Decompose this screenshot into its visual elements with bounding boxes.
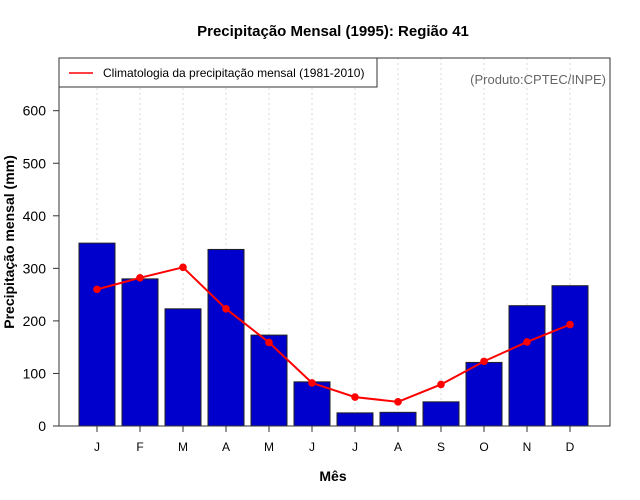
climatology-point — [351, 393, 359, 401]
bars — [78, 242, 589, 427]
y-tick-label: 300 — [23, 260, 47, 276]
y-tick-label: 600 — [23, 103, 47, 119]
bar — [250, 334, 288, 427]
climatology-point — [93, 285, 101, 294]
x-tick-label: M — [264, 440, 274, 454]
climatology-point — [394, 398, 402, 406]
y-tick-label: 400 — [23, 208, 47, 224]
climatology-polyline — [96, 266, 571, 403]
bar — [78, 242, 116, 427]
y-tick-label: 0 — [38, 418, 46, 434]
y-tick-label: 200 — [23, 313, 47, 329]
x-tick-label: A — [222, 440, 230, 454]
x-tick-label: F — [136, 440, 143, 454]
bar — [207, 248, 245, 427]
climatology-line — [93, 263, 574, 406]
x-tick-label: A — [394, 440, 402, 454]
climatology-point — [136, 274, 144, 282]
y-axis: 0 100 200 300 400 500 600 — [23, 103, 59, 434]
y-axis-label: Precipitação mensal (mm) — [1, 155, 17, 329]
bar — [121, 278, 159, 427]
y-tick-label: 100 — [23, 365, 47, 381]
x-tick-label: D — [566, 440, 575, 454]
x-axis-label: Mês — [319, 468, 346, 484]
bar — [422, 401, 460, 427]
x-tick-label: J — [352, 440, 358, 454]
x-tick-label: J — [94, 440, 100, 454]
bar — [293, 381, 331, 427]
climatology-point — [222, 305, 230, 313]
y-tick-label: 500 — [23, 155, 47, 171]
x-tick-label: M — [178, 440, 188, 454]
bar — [336, 412, 374, 427]
x-tick-label: J — [309, 440, 315, 454]
climatology-point — [179, 263, 187, 272]
bar — [465, 361, 503, 427]
climatology-point — [308, 379, 316, 387]
bar — [379, 411, 417, 427]
legend-entry-climatology: Climatologia da precipitação mensal (198… — [103, 66, 364, 80]
chart-title: Precipitação Mensal (1995): Região 41 — [197, 23, 469, 40]
x-tick-label: N — [523, 440, 532, 454]
climatology-point — [265, 338, 273, 347]
climatology-point — [480, 357, 488, 366]
legend: Climatologia da precipitação mensal (198… — [58, 57, 378, 88]
climatology-point — [566, 320, 574, 329]
x-tick-label: S — [437, 440, 445, 454]
x-tick-label: O — [479, 440, 488, 454]
climatology-point — [523, 338, 531, 346]
climatology-point — [437, 380, 445, 389]
bar — [551, 285, 589, 427]
source-annotation: (Produto:CPTEC/INPE) — [470, 72, 606, 87]
bar — [164, 308, 202, 427]
bar — [508, 305, 546, 427]
legend-box — [58, 57, 378, 88]
